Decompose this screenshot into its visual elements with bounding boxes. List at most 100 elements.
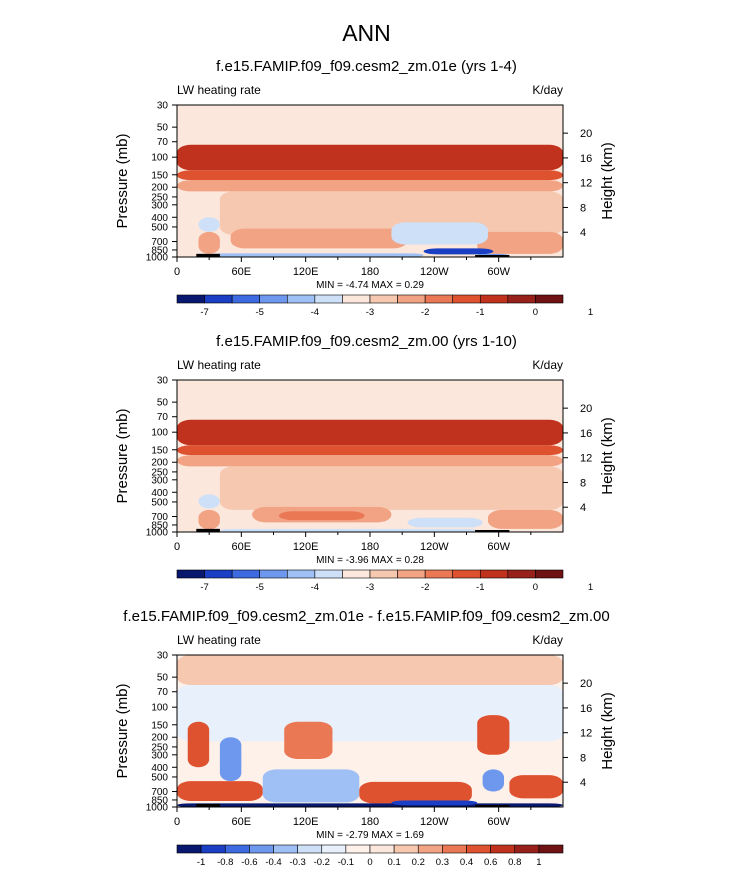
- y-tick-label: 30: [157, 376, 169, 387]
- height-tick-label: 4: [580, 227, 586, 239]
- colorbar-label: 0.6: [484, 857, 497, 868]
- x-tick-label: 180: [361, 541, 379, 553]
- colorbar-label: -4: [311, 307, 319, 318]
- colorbar-label: -2: [421, 307, 429, 318]
- contour-region: [487, 509, 563, 529]
- colorbar-swatch: [507, 294, 536, 304]
- x-tick-label: 60W: [487, 266, 510, 278]
- colorbar-swatch: [424, 294, 454, 304]
- colorbar-label: -1: [476, 582, 484, 593]
- y-tick-label: 500: [151, 772, 168, 783]
- colorbar-swatch: [176, 569, 205, 579]
- colorbar-swatch: [535, 569, 564, 579]
- y-tick-label: 70: [157, 137, 169, 148]
- x-tick-label: 60E: [232, 541, 252, 553]
- y-tick-label: 500: [151, 497, 168, 508]
- contour-region: [198, 509, 220, 530]
- y-tick-label: 50: [157, 673, 169, 684]
- contour-region: [177, 445, 563, 456]
- height-tick-label: 20: [580, 403, 592, 415]
- colorbar-label: -3: [366, 307, 374, 318]
- units-label: K/day: [532, 358, 563, 372]
- colorbar-label: 0.3: [436, 857, 449, 868]
- min-max-annotation: MIN = -2.79 MAX = 1.69: [316, 830, 424, 841]
- height-tick-label: 20: [580, 678, 592, 690]
- contour-region: [177, 144, 563, 171]
- contour-region: [198, 217, 220, 232]
- x-tick-label: 60E: [232, 266, 252, 278]
- colorbar-swatch: [466, 844, 491, 854]
- colorbar-label: -2: [421, 582, 429, 593]
- colorbar-label: -0.8: [217, 857, 233, 868]
- colorbar-label: -0.1: [338, 857, 354, 868]
- x-tick-label: 60W: [487, 541, 510, 553]
- height-tick-label: 20: [580, 128, 592, 140]
- colorbar-swatch: [452, 569, 481, 579]
- y-tick-label: 1000: [146, 528, 169, 539]
- x-tick-label: 0: [174, 266, 180, 278]
- height-tick-label: 12: [580, 178, 592, 190]
- colorbar-swatch: [424, 569, 454, 579]
- colorbar-label: 0.4: [460, 857, 473, 868]
- units-label: K/day: [532, 83, 563, 97]
- contour-field: [177, 655, 563, 807]
- colorbar-label: 1: [588, 307, 593, 318]
- height-tick-label: 4: [580, 777, 586, 789]
- colorbar-swatch: [286, 569, 316, 579]
- y-axis-right-title: Height (km): [599, 417, 616, 495]
- colorbar-label: -3: [366, 582, 374, 593]
- colorbar-swatch: [224, 844, 250, 854]
- contour-field: [177, 105, 563, 257]
- contour-region: [177, 419, 563, 446]
- colorbar-swatch: [397, 294, 426, 304]
- contour-region: [482, 769, 505, 792]
- units-label: K/day: [532, 633, 563, 647]
- height-tick-label: 8: [580, 477, 586, 489]
- colorbar-swatch: [297, 844, 323, 854]
- x-tick-label: 120W: [420, 816, 449, 828]
- colorbar-swatch: [397, 569, 426, 579]
- y-axis-right-title: Height (km): [599, 142, 616, 220]
- colorbar-swatch: [176, 844, 202, 854]
- height-tick-label: 8: [580, 752, 586, 764]
- panel-3: f.e15.FAMIP.f09_f09.cesm2_zm.01e - f.e15…: [114, 608, 616, 868]
- colorbar-swatch: [538, 844, 564, 854]
- colorbar-label: 0.8: [508, 857, 521, 868]
- y-tick-label: 100: [151, 428, 168, 439]
- contour-field: [177, 380, 563, 532]
- x-tick-label: 0: [174, 816, 180, 828]
- colorbar-label: -4: [311, 582, 319, 593]
- colorbar-label: -1: [197, 857, 205, 868]
- y-tick-label: 700: [151, 512, 168, 523]
- colorbar-swatch: [204, 569, 233, 579]
- y-axis-title: Pressure (mb): [114, 683, 131, 778]
- colorbar-swatch: [369, 844, 395, 854]
- colorbar-swatch: [393, 844, 419, 854]
- y-tick-label: 1000: [146, 253, 169, 264]
- contour-region: [177, 170, 563, 181]
- colorbar-swatch: [204, 294, 233, 304]
- height-tick-label: 8: [580, 202, 586, 214]
- y-tick-label: 150: [151, 445, 168, 456]
- colorbar-swatch: [231, 569, 261, 579]
- contour-region: [219, 191, 563, 235]
- panel-title: f.e15.FAMIP.f09_f09.cesm2_zm.01e - f.e15…: [123, 608, 609, 625]
- colorbar-swatch: [490, 844, 516, 854]
- colorbar-label: 1: [536, 857, 541, 868]
- contour-region: [177, 685, 563, 742]
- colorbar-swatch: [479, 294, 509, 304]
- colorbar-swatch: [369, 294, 398, 304]
- colorbar-swatch: [417, 844, 443, 854]
- colorbar-swatch: [273, 844, 298, 854]
- colorbar-swatch: [176, 294, 205, 304]
- y-tick-label: 150: [151, 170, 168, 181]
- y-tick-label: 400: [151, 763, 168, 774]
- colorbar-label: -0.2: [314, 857, 330, 868]
- height-tick-label: 12: [580, 728, 592, 740]
- x-tick-label: 120E: [293, 541, 319, 553]
- panel-title: f.e15.FAMIP.f09_f09.cesm2_zm.01e (yrs 1-…: [216, 58, 517, 75]
- contour-region: [407, 517, 483, 528]
- y-tick-label: 250: [151, 192, 168, 203]
- contour-region: [177, 180, 563, 192]
- y-tick-label: 850: [151, 245, 168, 256]
